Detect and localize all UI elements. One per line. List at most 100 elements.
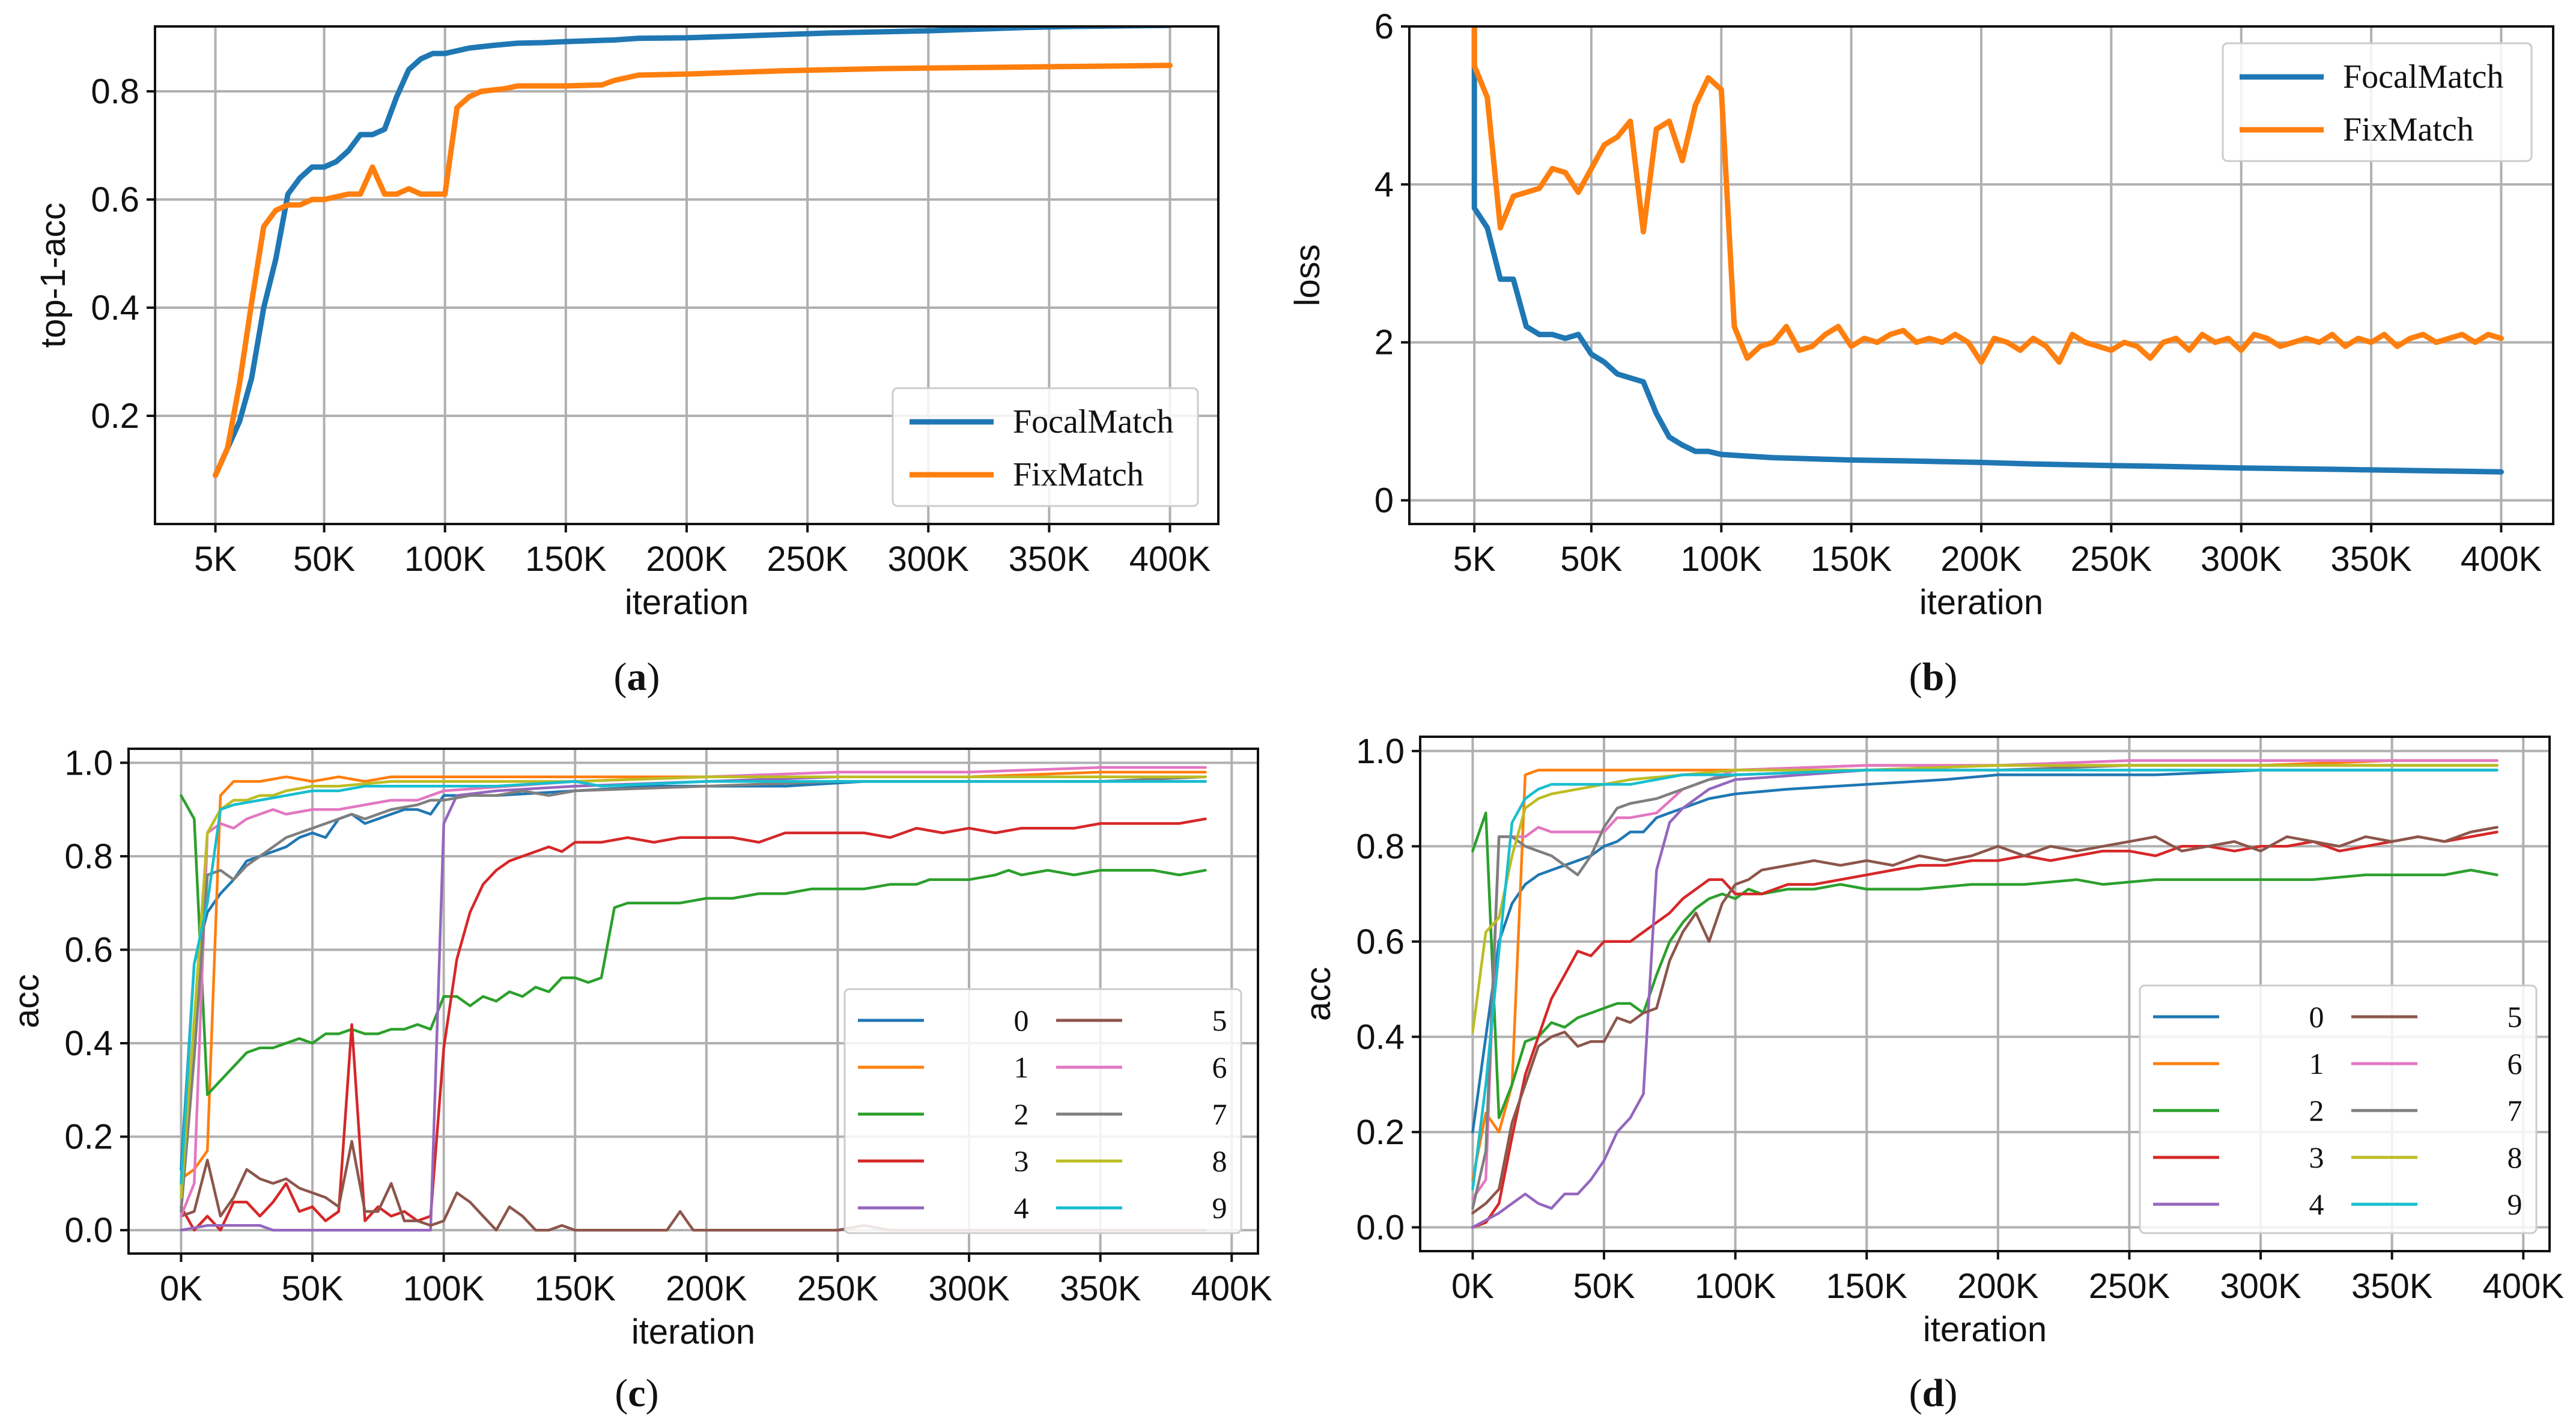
legend-box bbox=[843, 988, 1242, 1234]
x-axis-label: iteration bbox=[631, 1312, 755, 1351]
x-tick-label: 200K bbox=[666, 1269, 747, 1308]
legend-label-FixMatch: FixMatch bbox=[1013, 456, 1144, 493]
series-line-2 bbox=[180, 794, 1207, 1096]
series-line-FixMatch bbox=[213, 62, 1173, 478]
x-tick-label: 350K bbox=[1009, 540, 1090, 579]
y-tick-label: 1.0 bbox=[1356, 732, 1405, 771]
legend-label-FocalMatch: FocalMatch bbox=[1013, 403, 1173, 440]
panels-layer: 5K 50K 100K 150K 200K 250K 300K 350K 400K0.20.40… bbox=[7, 7, 2564, 1415]
x-tick-label: 50K bbox=[293, 540, 356, 579]
y-tick-label: 0.4 bbox=[91, 288, 139, 328]
x-tick-label: 400K bbox=[1129, 540, 1211, 579]
panel-a: 5K 50K 100K 150K 200K 250K 300K 350K 400K 0.2 0.4 0… bbox=[34, 25, 1220, 699]
legend-label-3: 3 bbox=[2309, 1141, 2324, 1174]
x-tick-label: 400K bbox=[1191, 1269, 1273, 1308]
series-line-7 bbox=[1471, 764, 2499, 1210]
legend-label-FocalMatch: FocalMatch bbox=[2343, 58, 2503, 96]
x-tick-label: 0K bbox=[160, 1269, 202, 1308]
legend-c: 0 1 2 3 4 5 6 7 8 9 bbox=[843, 988, 1242, 1234]
x-axis-label: iteration bbox=[625, 583, 749, 622]
x-tick-label: 5K bbox=[194, 540, 237, 579]
series-line-3 bbox=[180, 817, 1207, 1232]
legend-label-2: 2 bbox=[2309, 1094, 2324, 1127]
legend-label-0: 0 bbox=[2309, 1000, 2324, 1034]
legend-box bbox=[2139, 984, 2538, 1234]
y-tick-label: 0.6 bbox=[64, 930, 113, 969]
x-axis-label: iteration bbox=[1923, 1310, 2047, 1349]
x-tick-label: 100K bbox=[1681, 540, 1763, 579]
legend-b: FocalMatch FixMatch bbox=[2222, 42, 2533, 162]
series-line-3 bbox=[1471, 830, 2499, 1229]
legend-label-4: 4 bbox=[1014, 1191, 1029, 1225]
y-axis-label: acc bbox=[1299, 967, 1338, 1021]
x-tick-label: 200K bbox=[1957, 1267, 2039, 1306]
legend-label-FixMatch: FixMatch bbox=[2343, 111, 2474, 148]
legend-label-8: 8 bbox=[1212, 1144, 1227, 1178]
legend-label-6: 6 bbox=[1212, 1050, 1227, 1084]
x-axis-label: iteration bbox=[1919, 583, 2043, 622]
x-tick-label: 300K bbox=[2201, 540, 2282, 579]
y-tick-label: 0.6 bbox=[91, 180, 139, 219]
x-tick-label: 400K bbox=[2483, 1267, 2565, 1306]
panel-caption-c: (c) bbox=[615, 1371, 658, 1415]
panel-caption-a: (a) bbox=[614, 655, 660, 699]
series-line-FocalMatch bbox=[213, 26, 1173, 478]
series-group-d bbox=[1471, 759, 2499, 1229]
legend-label-6: 6 bbox=[2508, 1047, 2523, 1080]
panel-caption-b: (b) bbox=[1909, 655, 1958, 699]
y-tick-label: 4 bbox=[1375, 165, 1394, 204]
x-tick-label: 150K bbox=[1811, 540, 1892, 579]
series-line-6 bbox=[180, 766, 1207, 1218]
legend-label-4: 4 bbox=[2309, 1187, 2324, 1221]
x-tick-label: 200K bbox=[1940, 540, 2022, 579]
series-line-5 bbox=[1471, 826, 2499, 1214]
x-tick-label: 300K bbox=[2220, 1267, 2301, 1306]
y-tick-label: 0.4 bbox=[64, 1024, 113, 1063]
x-tick-label: 100K bbox=[403, 1269, 485, 1308]
x-tick-label: 150K bbox=[525, 540, 607, 579]
x-tick-label: 250K bbox=[2089, 1267, 2170, 1306]
x-tick-label: 250K bbox=[2071, 540, 2152, 579]
y-tick-label: 0.0 bbox=[1356, 1208, 1405, 1247]
y-tick-label: 2 bbox=[1375, 323, 1394, 362]
legend-label-3: 3 bbox=[1014, 1144, 1029, 1178]
y-axis-label: loss bbox=[1288, 244, 1327, 306]
legend-label-9: 9 bbox=[1212, 1191, 1227, 1225]
series-group-a bbox=[213, 26, 1173, 478]
y-axis-label: top-1-acc bbox=[34, 203, 73, 348]
series-line-9 bbox=[1471, 769, 2499, 1191]
y-axis-label: acc bbox=[7, 974, 46, 1028]
series-line-FocalMatch bbox=[1471, 26, 2504, 475]
series-line-2 bbox=[1471, 811, 2499, 1120]
x-tick-label: 50K bbox=[1560, 540, 1623, 579]
x-tick-label: 350K bbox=[2330, 540, 2412, 579]
panel-b: 5K 50K 100K 150K 200K 250K 300K 350K 400K 0 2 4 6 ite… bbox=[1288, 7, 2554, 699]
series-line-FixMatch bbox=[1471, 26, 2504, 365]
legend-d: 0 1 2 3 4 5 6 7 8 9 bbox=[2139, 984, 2538, 1234]
x-tick-label: 100K bbox=[1695, 1267, 1776, 1306]
y-tick-label: 0 bbox=[1375, 481, 1394, 520]
y-tick-label: 0.0 bbox=[64, 1211, 113, 1250]
y-tick-label: 0.2 bbox=[64, 1118, 113, 1157]
legend-label-1: 1 bbox=[1014, 1050, 1029, 1084]
legend-label-7: 7 bbox=[2508, 1094, 2523, 1127]
series-group-c bbox=[180, 766, 1207, 1232]
x-tick-label: 50K bbox=[1573, 1267, 1635, 1306]
panel-d: 0K 50K 100K 150K 200K 250K 300K 350K 400K 0.0 0.2 0… bbox=[1299, 732, 2564, 1415]
panel-c: 0K 50K 100K 150K 200K 250K 300K 350K 400K 0.0 0.2 0… bbox=[7, 743, 1272, 1415]
legend-label-2: 2 bbox=[1014, 1097, 1029, 1131]
legend-label-1: 1 bbox=[2309, 1047, 2324, 1080]
y-tick-label: 0.8 bbox=[91, 72, 139, 111]
series-line-7 bbox=[180, 775, 1207, 1213]
x-tick-label: 350K bbox=[2351, 1267, 2433, 1306]
x-tick-label: 250K bbox=[797, 1269, 879, 1308]
y-tick-label: 0.4 bbox=[1356, 1017, 1405, 1056]
legend-label-9: 9 bbox=[2508, 1187, 2523, 1221]
x-tick-label: 50K bbox=[281, 1269, 344, 1308]
x-tick-label: 350K bbox=[1060, 1269, 1141, 1308]
y-tick-label: 0.8 bbox=[64, 837, 113, 876]
series-line-0 bbox=[1471, 769, 2499, 1134]
x-tick-label: 150K bbox=[535, 1269, 616, 1308]
x-tick-label: 300K bbox=[928, 1269, 1010, 1308]
series-line-5 bbox=[180, 1140, 1207, 1232]
